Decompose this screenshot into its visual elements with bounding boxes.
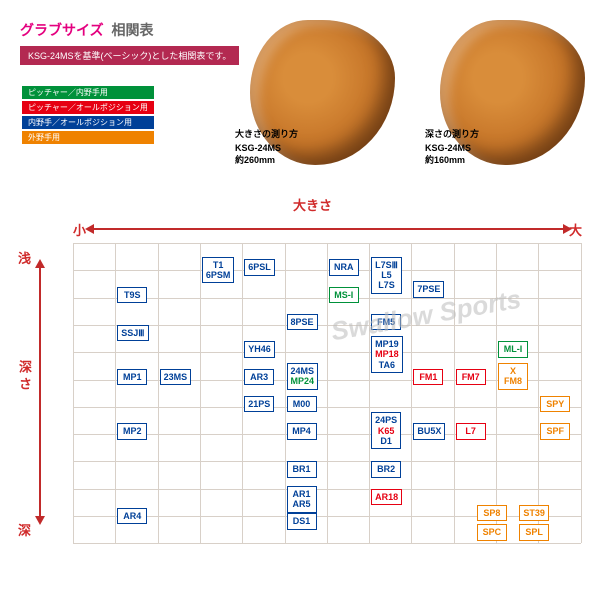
glove-panel: 大きさの測り方 KSG-24MS約260mm 深さの測り方 KSG-24MS約160m… (235, 15, 585, 185)
grid-hline (73, 461, 581, 462)
legend-row: 外野手用 (22, 131, 154, 144)
model-box: SPL (519, 524, 549, 540)
model-box: 23MS (160, 369, 192, 385)
grid-vline (496, 243, 497, 543)
grid-vline (327, 243, 328, 543)
axis-v-shallow: 浅 (18, 248, 31, 267)
model-box: L7 (456, 423, 486, 439)
model-box: FM5 (371, 314, 401, 330)
grid-vline (285, 243, 286, 543)
model-box: AR4 (117, 508, 147, 524)
grid-vline (538, 243, 539, 543)
grid-vline (242, 243, 243, 543)
model-box: MP1 (117, 369, 147, 385)
grid-hline (73, 243, 581, 244)
arrow-left-icon (85, 224, 94, 234)
model-box: AR18 (371, 489, 402, 505)
legend-row: 内野手／オールポジション用 (22, 116, 154, 129)
grid-vline (200, 243, 201, 543)
arrow-right-icon (563, 224, 572, 234)
model-box: MS-I (329, 287, 359, 303)
grid-hline (73, 543, 581, 544)
model-box: SPY (540, 396, 570, 412)
model-box: SSJⅢ (117, 325, 148, 341)
grid-vline (454, 243, 455, 543)
model-box: DS1 (287, 513, 317, 529)
model-box: SPC (477, 524, 507, 540)
axis-v-deep: 深 (18, 520, 31, 539)
arrow-up-icon (35, 259, 45, 268)
model-box: FM7 (456, 369, 486, 385)
model-box: M00 (287, 396, 317, 412)
grid-vline (115, 243, 116, 543)
size-depth-chart: 大きさ 小 大 浅 深 深さ T16PSM6PSLNRAL7SⅢL5L7S7PS… (15, 195, 585, 560)
model-box: 21PS (244, 396, 274, 412)
model-box: SP8 (477, 505, 507, 521)
legend-row: ピッチャー／オールポジション用 (22, 101, 154, 114)
grid-vline (581, 243, 582, 543)
model-box: 6PSL (244, 259, 275, 275)
grid-vline (158, 243, 159, 543)
grid-hline (73, 489, 581, 490)
axis-h-title: 大きさ (293, 195, 332, 214)
model-box: SPF (540, 423, 570, 439)
glove-value: KSG-24MS約260mm (235, 143, 281, 166)
model-box: BR1 (287, 461, 317, 477)
grid-vline (73, 243, 74, 543)
model-box: 8PSE (287, 314, 318, 330)
model-box: BR2 (371, 461, 401, 477)
grid-vline (369, 243, 370, 543)
model-box: AR1AR5 (287, 486, 317, 513)
model-box: XFM8 (498, 363, 528, 390)
model-box: BU5X (413, 423, 445, 439)
model-box: YH46 (244, 341, 275, 357)
model-box: L7SⅢL5L7S (371, 257, 402, 294)
model-box: MP19MP18TA6 (371, 336, 403, 373)
arrow-down-icon (35, 516, 45, 525)
glove-value: KSG-24MS約160mm (425, 143, 471, 166)
grid-vline (411, 243, 412, 543)
model-box: 7PSE (413, 281, 444, 297)
axis-v-title: 深さ (15, 360, 34, 394)
model-box: AR3 (244, 369, 274, 385)
model-box: MP4 (287, 423, 317, 439)
grid-hline (73, 298, 581, 299)
title-sub: 相関表 (111, 22, 153, 38)
glove-caption: 大きさの測り方 (235, 127, 298, 140)
model-box: MP2 (117, 423, 147, 439)
legend-row: ピッチャー／内野手用 (22, 86, 154, 99)
v-axis-line (39, 267, 41, 517)
grid-hline (73, 325, 581, 326)
model-box: ML-I (498, 341, 528, 357)
chart-grid: T16PSM 6PSL NRA L7SⅢL5L7S 7PSE T9S MS-I 8PSE FM5… (73, 243, 581, 543)
glove-caption: 深さの測り方 (425, 127, 479, 140)
legend: ピッチャー／内野手用ピッチャー／オールポジション用内野手／オールポジション用外野… (20, 84, 156, 146)
model-box: T16PSM (202, 257, 235, 284)
title-main: グラブサイズ (20, 22, 104, 38)
model-box: ST39 (519, 505, 549, 521)
grid-hline (73, 407, 581, 408)
model-box: FM1 (413, 369, 443, 385)
subtitle-bar: KSG-24MSを基準(ベーシック)とした相関表です。 (20, 46, 239, 65)
grid-hline (73, 270, 581, 271)
model-box: NRA (329, 259, 359, 275)
model-box: T9S (117, 287, 147, 303)
legend-table: ピッチャー／内野手用ピッチャー／オールポジション用内野手／オールポジション用外野… (20, 84, 156, 146)
grid-hline (73, 434, 581, 435)
model-box: 24MSMP24 (287, 363, 319, 390)
page-title: グラブサイズ 相関表 (20, 20, 153, 40)
model-box: 24PSK65D1 (371, 412, 401, 449)
h-axis-line (93, 228, 563, 230)
